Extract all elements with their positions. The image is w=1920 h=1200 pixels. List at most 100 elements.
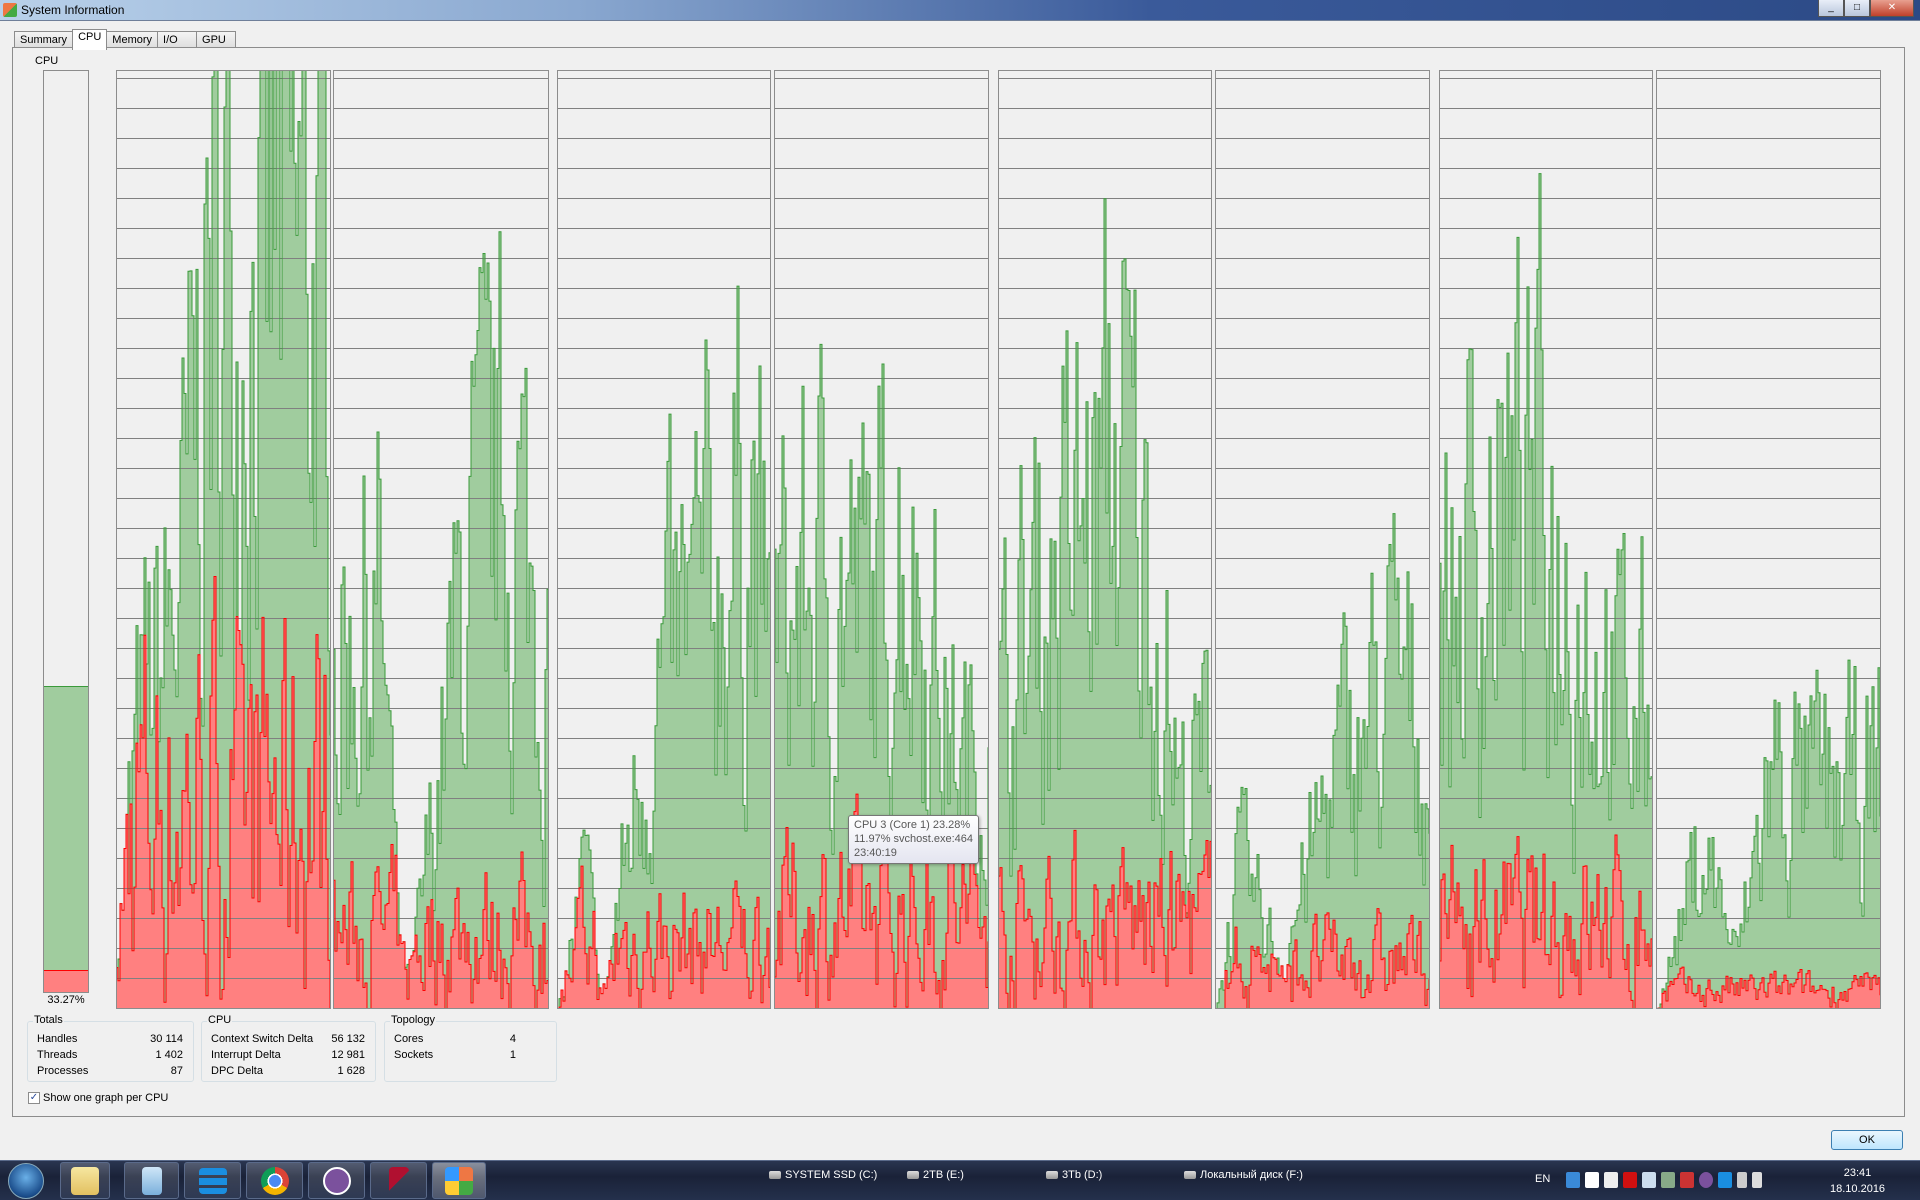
minimize-button[interactable]: _ [1818, 0, 1844, 17]
viber-icon [322, 1166, 351, 1195]
user-time-line [557, 285, 771, 1009]
graph-border [774, 70, 989, 1009]
taskbar-red-arrow-app[interactable] [370, 1162, 427, 1199]
close-button[interactable]: ✕ [1870, 0, 1914, 17]
threads-label: Threads [37, 1049, 78, 1061]
stack-app-icon [198, 1167, 227, 1194]
cpu-graph-5 [1215, 70, 1430, 1009]
user-time-area [998, 198, 1212, 1009]
tab-gpu[interactable]: GPU [196, 31, 237, 49]
dpc-label: DPC Delta [211, 1065, 263, 1077]
cpu-stats-legend: CPU [207, 1014, 233, 1026]
cores-label: Cores [394, 1033, 424, 1045]
app-icon [3, 3, 17, 17]
red-arrow-app-icon [388, 1166, 409, 1195]
totals-legend: Totals [33, 1014, 64, 1026]
drive-icon [769, 1171, 781, 1179]
one-graph-per-cpu-checkbox[interactable]: ✓ Show one graph per CPU [28, 1092, 168, 1104]
user-time-area [1656, 660, 1881, 1009]
cpu-graph-7 [1656, 70, 1881, 1009]
tooltip-line-3: 23:40:19 [854, 847, 897, 859]
cpu-graph-1 [333, 70, 549, 1009]
taskbar-viber[interactable] [308, 1162, 365, 1199]
kernel-time-line [1215, 908, 1430, 1009]
taskbar-chrome[interactable] [246, 1162, 303, 1199]
graph-border [1215, 70, 1430, 1009]
calculator-icon [141, 1166, 162, 1195]
ok-button[interactable]: OK [1831, 1130, 1903, 1150]
totals-group: Totals Handles 30 114 Threads 1 402 Proces… [27, 1014, 194, 1082]
tray-stack-icon[interactable] [1718, 1172, 1732, 1188]
user-time-line [998, 198, 1212, 914]
cpu-total-user-fill [44, 685, 88, 992]
tray-network-icon[interactable] [1752, 1172, 1762, 1188]
start-button[interactable] [8, 1163, 44, 1199]
cpu-total-percent: 33.27% [47, 994, 85, 1006]
drive-e-label: 2TB (E:) [923, 1169, 964, 1181]
context-switch-label: Context Switch Delta [211, 1033, 314, 1045]
title-bar: System Information _ □ ✕ [0, 0, 1920, 21]
processes-label: Processes [37, 1065, 89, 1077]
taskbar-system-information[interactable] [432, 1162, 486, 1199]
tray-antivirus-icon[interactable] [1623, 1172, 1637, 1188]
cpu-total-meter [43, 70, 89, 993]
language-indicator[interactable]: EN [1535, 1173, 1551, 1185]
kernel-time-line [1439, 834, 1653, 1009]
sockets-label: Sockets [394, 1049, 434, 1061]
user-time-line [1215, 513, 1430, 1009]
tab-io[interactable]: I/O [157, 31, 198, 49]
user-time-line [116, 70, 331, 969]
taskbar-stack-app[interactable] [184, 1162, 241, 1199]
taskbar-explorer[interactable] [60, 1162, 110, 1199]
chrome-icon [260, 1166, 289, 1195]
tray-volume-icon[interactable] [1737, 1172, 1747, 1188]
maximize-button[interactable]: □ [1844, 0, 1870, 17]
dpc-value: 1 628 [337, 1065, 365, 1077]
drive-icon [907, 1171, 919, 1179]
graph-border [998, 70, 1212, 1009]
drive-f[interactable]: Локальный диск (F:) [1184, 1169, 1303, 1181]
interrupt-value: 12 981 [331, 1049, 365, 1061]
drive-c-label: SYSTEM SSD (C:) [785, 1169, 878, 1181]
clock-time: 23:41 [1843, 1167, 1872, 1179]
threads-value: 1 402 [155, 1049, 183, 1061]
processes-value: 87 [170, 1065, 183, 1077]
taskbar-calculator[interactable] [124, 1162, 179, 1199]
drive-d[interactable]: 3Tb (D:) [1046, 1169, 1102, 1181]
handles-label: Handles [37, 1033, 78, 1045]
one-graph-per-cpu-label: Show one graph per CPU [43, 1092, 169, 1104]
kernel-time-line [333, 843, 549, 1009]
user-time-line [1439, 173, 1653, 874]
kernel-time-area [557, 866, 771, 1009]
tray-usb-icon[interactable] [1661, 1172, 1675, 1188]
sockets-value: 1 [509, 1049, 516, 1061]
cpu-total-kernel-fill [44, 969, 88, 992]
tray-update-icon[interactable] [1566, 1172, 1580, 1188]
tab-cpu[interactable]: CPU [72, 29, 108, 50]
drive-e[interactable]: 2TB (E:) [907, 1169, 964, 1181]
graph-tooltip: CPU 3 (Core 1) 23.28% 11.97% svchost.exe… [848, 815, 980, 864]
topology-legend: Topology [390, 1014, 437, 1026]
user-time-area [1439, 173, 1653, 1009]
graph-border [557, 70, 771, 1009]
tray-calendar2-icon[interactable] [1642, 1172, 1656, 1188]
tray-viber-icon[interactable] [1699, 1172, 1713, 1188]
cpu-graph-3 [774, 70, 989, 1009]
taskbar: SYSTEM SSD (C:) 2TB (E:) 3Tb (D:) Локаль… [0, 1160, 1920, 1200]
cpu-graph-0 [116, 70, 331, 1009]
tab-memory[interactable]: Memory [106, 31, 159, 49]
cpu-graph-2 [557, 70, 771, 1009]
tray-monitor-icon[interactable] [1604, 1172, 1618, 1188]
tray-shield-icon[interactable] [1680, 1172, 1694, 1188]
tray-calendar-icon[interactable] [1585, 1172, 1599, 1188]
user-time-area [1215, 513, 1430, 1009]
interrupt-label: Interrupt Delta [211, 1049, 281, 1061]
drive-d-label: 3Tb (D:) [1062, 1169, 1103, 1181]
system-information-icon [445, 1166, 473, 1195]
tab-summary[interactable]: Summary [14, 31, 74, 49]
clock-date: 18.10.2016 [1830, 1183, 1886, 1195]
kernel-time-line [998, 829, 1212, 1009]
drive-c[interactable]: SYSTEM SSD (C:) [769, 1169, 877, 1181]
taskbar-clock[interactable]: 23:41 18.10.2016 [1830, 1165, 1885, 1197]
checkbox-check-icon[interactable]: ✓ [28, 1092, 40, 1104]
